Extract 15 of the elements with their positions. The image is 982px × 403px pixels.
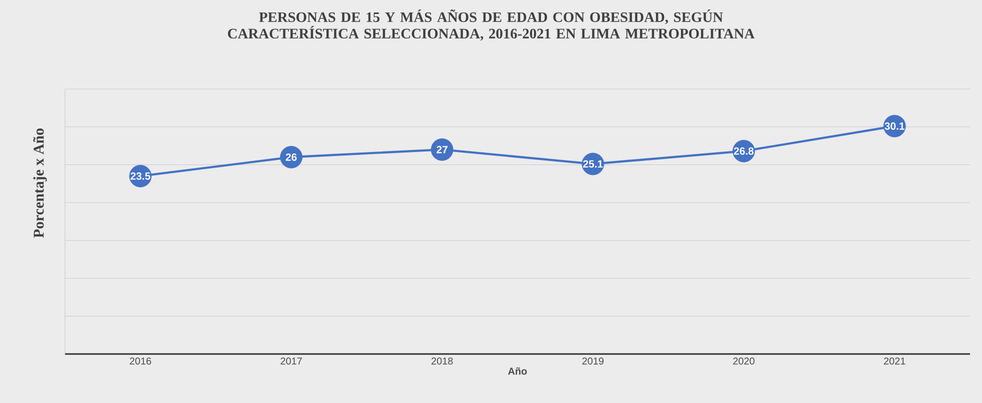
x-tick-label: 2020 <box>733 358 754 365</box>
data-label: 26 <box>286 153 297 161</box>
x-tick-label: 2017 <box>280 358 302 365</box>
chart-title: PERSONAS DE 15 Y MÁS AÑOS DE EDAD CON OBESIDAD, SEGÚN CARACTERÍSTICA SELECCIONADA, 2016-2021 EN LIMA METROPOLITANA <box>228 10 755 41</box>
data-label: 27 <box>436 146 448 154</box>
data-label: 30.1 <box>884 122 904 130</box>
x-tick-label: 2018 <box>432 358 453 365</box>
data-label: 26.8 <box>734 147 754 155</box>
y-axis-title: Porcentaje x Año <box>33 128 47 238</box>
x-tick-label: 2019 <box>582 358 604 365</box>
x-tick-label: 2021 <box>884 358 906 365</box>
x-axis-title: Año <box>508 367 527 375</box>
data-label: 23.5 <box>130 172 150 180</box>
data-label: 25.1 <box>583 160 603 168</box>
x-tick-label: 2016 <box>130 358 152 365</box>
